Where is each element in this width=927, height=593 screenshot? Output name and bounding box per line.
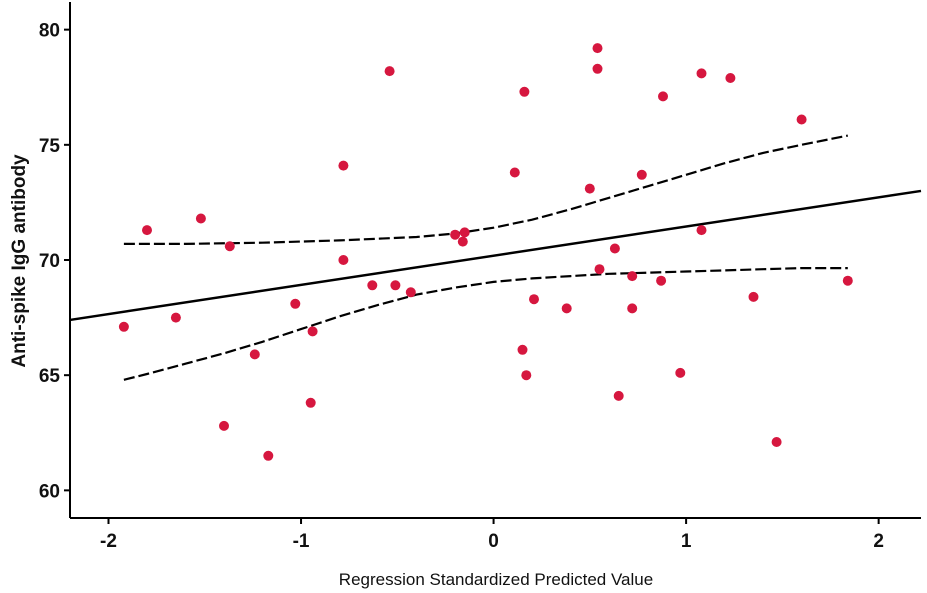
data-point: [521, 370, 532, 381]
data-point: [627, 271, 638, 282]
data-point: [367, 280, 378, 291]
data-point: [561, 303, 572, 314]
upper-confidence-band: [123, 134, 849, 245]
data-point: [142, 225, 152, 236]
data-point: [725, 73, 736, 83]
data-point: [584, 183, 595, 194]
data-point: [263, 450, 274, 461]
x-axis-title: Regression Standardized Predicted Value: [339, 570, 653, 589]
data-point: [459, 227, 470, 238]
data-points: [118, 43, 853, 461]
data-point: [696, 68, 707, 79]
data-point: [592, 43, 603, 54]
data-point: [290, 298, 301, 309]
x-tick-label: 1: [681, 531, 692, 552]
data-point: [307, 326, 318, 337]
data-point: [842, 275, 853, 286]
tick-labels: 60 65 70 75 80 -2 -1 0 1 2: [39, 21, 884, 552]
data-point: [796, 114, 807, 125]
data-point: [658, 91, 668, 102]
data-point: [656, 275, 667, 286]
data-point: [224, 241, 235, 252]
data-point: [627, 303, 638, 314]
fit-line: [69, 189, 922, 322]
data-point: [338, 160, 349, 171]
x-tick-label: -2: [100, 531, 117, 552]
data-point: [771, 437, 782, 447]
data-point: [609, 243, 620, 254]
regression-lines: [69, 134, 922, 381]
data-point: [457, 236, 468, 247]
data-point: [405, 287, 416, 298]
data-point: [613, 390, 624, 401]
data-point: [592, 63, 603, 74]
data-point: [338, 255, 349, 265]
x-tick-label: 0: [488, 531, 499, 552]
data-point: [748, 291, 759, 302]
data-point: [529, 294, 539, 305]
data-point: [450, 229, 461, 240]
data-point: [170, 312, 181, 323]
data-point: [509, 167, 520, 178]
data-point: [390, 280, 401, 291]
lower-confidence-band: [123, 267, 848, 381]
data-point: [219, 420, 229, 431]
y-tick-label: 60: [39, 481, 60, 502]
data-point: [675, 367, 686, 378]
data-point: [305, 397, 316, 408]
y-axis-title: Anti-spike IgG antibody: [9, 154, 30, 368]
data-point: [594, 264, 605, 275]
data-point: [118, 321, 129, 332]
y-tick-label: 70: [39, 251, 60, 272]
data-point: [195, 213, 206, 224]
x-tick-label: -1: [293, 531, 310, 552]
data-point: [519, 86, 530, 97]
y-tick-label: 65: [39, 366, 61, 387]
data-point: [696, 225, 707, 236]
y-tick-label: 75: [39, 136, 61, 157]
data-point: [517, 344, 528, 355]
data-point: [384, 66, 395, 77]
y-tick-label: 80: [39, 21, 60, 42]
x-tick-label: 2: [873, 531, 884, 552]
axes: [64, 2, 921, 524]
data-point: [636, 169, 647, 180]
data-point: [249, 349, 260, 360]
